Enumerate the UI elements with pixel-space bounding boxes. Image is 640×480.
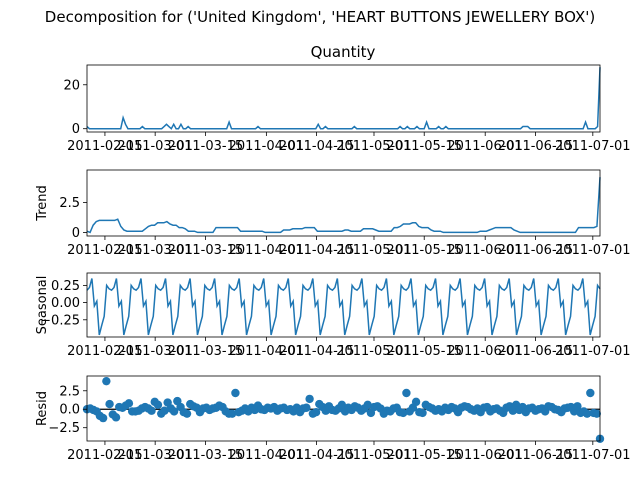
observed-ytick-label: 20 [63,78,80,93]
observed-xtick-label: 2011-02-15 [67,139,143,154]
observed-ytick-label: 0 [72,122,80,137]
trend-xtick-label: 2011-05-15 [386,243,462,258]
trend-xtick-label: 2011-04-15 [279,243,355,258]
resid-point [153,400,163,410]
seasonal-xtick-label: 2011-05-15 [386,344,462,359]
trend-xtick-label: 2011-03-15 [168,243,244,258]
resid-ytick-label: 0.0 [59,403,80,418]
observed-xtick-label: 2011-03-15 [168,139,244,154]
figure-suptitle: Decomposition for ('United Kingdom', 'HE… [45,8,595,26]
resid-point [105,399,114,409]
resid-xtick-label: 2011-02-15 [67,448,143,463]
seasonal-xtick-label: 2011-04-15 [279,344,355,359]
resid-panel: 2.5 0.0 −2.5 2011-02-152011-03-012011-03-15… [35,375,631,463]
observed-xtick-label: 2011-06-01 [447,139,523,154]
observed-panel-title: Quantity [311,43,376,61]
seasonal-series-line [86,278,601,336]
resid-point [182,409,192,418]
resid-xtick-label: 2011-05-01 [336,448,412,463]
resid-ytick-label: −2.5 [48,421,80,436]
trend-ytick-label: 0 [72,226,80,241]
resid-xtick-label: 2011-03-01 [117,448,193,463]
resid-point [124,399,134,408]
seasonal-xtick-label: 2011-06-01 [447,344,523,359]
trend-xtick-label: 2011-03-01 [117,243,193,258]
trend-ytick-label: 2.5 [59,196,80,211]
resid-point [302,403,311,412]
resid-point [111,413,121,422]
observed-panel: 0202011-02-152011-03-012011-03-152011-04… [63,64,631,154]
trend-xtick-label: 2011-07-01 [555,243,631,258]
observed-axes-frame [86,64,601,133]
resid-ylabel: Resid [35,391,50,426]
resid-point [418,408,427,418]
trend-panel: 02.52011-02-152011-03-012011-03-152011-0… [35,169,631,258]
resid-ytick-label: 2.5 [59,384,80,399]
seasonal-panel: 0.25 0.00 −0.25 2011-02-152011-03-012011-03… [35,272,631,359]
trend-xtick-label: 2011-02-15 [67,243,143,258]
resid-point [160,406,169,415]
resid-point [337,400,347,410]
trend-xtick-label: 2011-04-01 [229,243,305,258]
resid-point [573,402,582,411]
resid-xtick-label: 2011-05-15 [386,448,462,463]
resid-point [98,413,108,423]
observed-xtick-label: 2011-05-15 [386,139,462,154]
seasonal-xtick-label: 2011-03-15 [168,344,244,359]
trend-series-line [86,177,601,234]
resid-point [305,394,314,404]
observed-xtick-label: 2011-04-01 [229,139,305,154]
seasonal-xtick-label: 2011-04-01 [229,344,305,359]
observed-xtick-label: 2011-04-15 [279,139,355,154]
resid-point [363,400,372,410]
seasonal-ylabel: Seasonal [35,276,50,335]
seasonal-xtick-label: 2011-03-01 [117,344,193,359]
seasonal-ytick-label: −0.25 [40,313,80,328]
observed-xtick-label: 2011-06-15 [498,139,574,154]
resid-point [582,409,592,418]
resid-xtick-label: 2011-07-01 [555,448,631,463]
resid-point [398,408,408,418]
resid-point [102,376,111,386]
trend-xtick-label: 2011-05-01 [336,243,412,258]
seasonal-xtick-label: 2011-02-15 [67,344,143,359]
resid-xtick-label: 2011-06-15 [498,448,574,463]
resid-axes-frame [86,375,601,442]
resid-point [147,406,156,415]
trend-ylabel: Trend [35,185,50,222]
trend-xtick-label: 2011-06-15 [498,243,574,258]
resid-point [231,388,240,398]
seasonal-xtick-label: 2011-06-15 [498,344,574,359]
resid-xtick-label: 2011-04-15 [279,448,355,463]
resid-point [402,388,411,398]
resid-point [592,409,601,418]
observed-xtick-label: 2011-07-01 [555,139,631,154]
resid-point [411,397,421,407]
seasonal-axes-frame [86,272,601,338]
trend-axes-frame [86,169,601,237]
seasonal-ytick-label: 0.25 [51,279,80,294]
seasonal-xtick-label: 2011-07-01 [555,344,631,359]
resid-point [227,409,237,418]
resid-point [586,388,595,398]
observed-xtick-label: 2011-05-01 [336,139,412,154]
resid-xtick-label: 2011-04-01 [229,448,305,463]
resid-point [169,407,179,416]
observed-series-line [86,67,601,130]
resid-xtick-label: 2011-06-01 [447,448,523,463]
resid-point [311,407,321,417]
seasonal-ytick-label: 0.00 [51,296,80,311]
trend-xtick-label: 2011-06-01 [447,243,523,258]
observed-xtick-label: 2011-03-01 [117,139,193,154]
resid-xtick-label: 2011-03-15 [168,448,244,463]
seasonal-xtick-label: 2011-05-01 [336,344,412,359]
